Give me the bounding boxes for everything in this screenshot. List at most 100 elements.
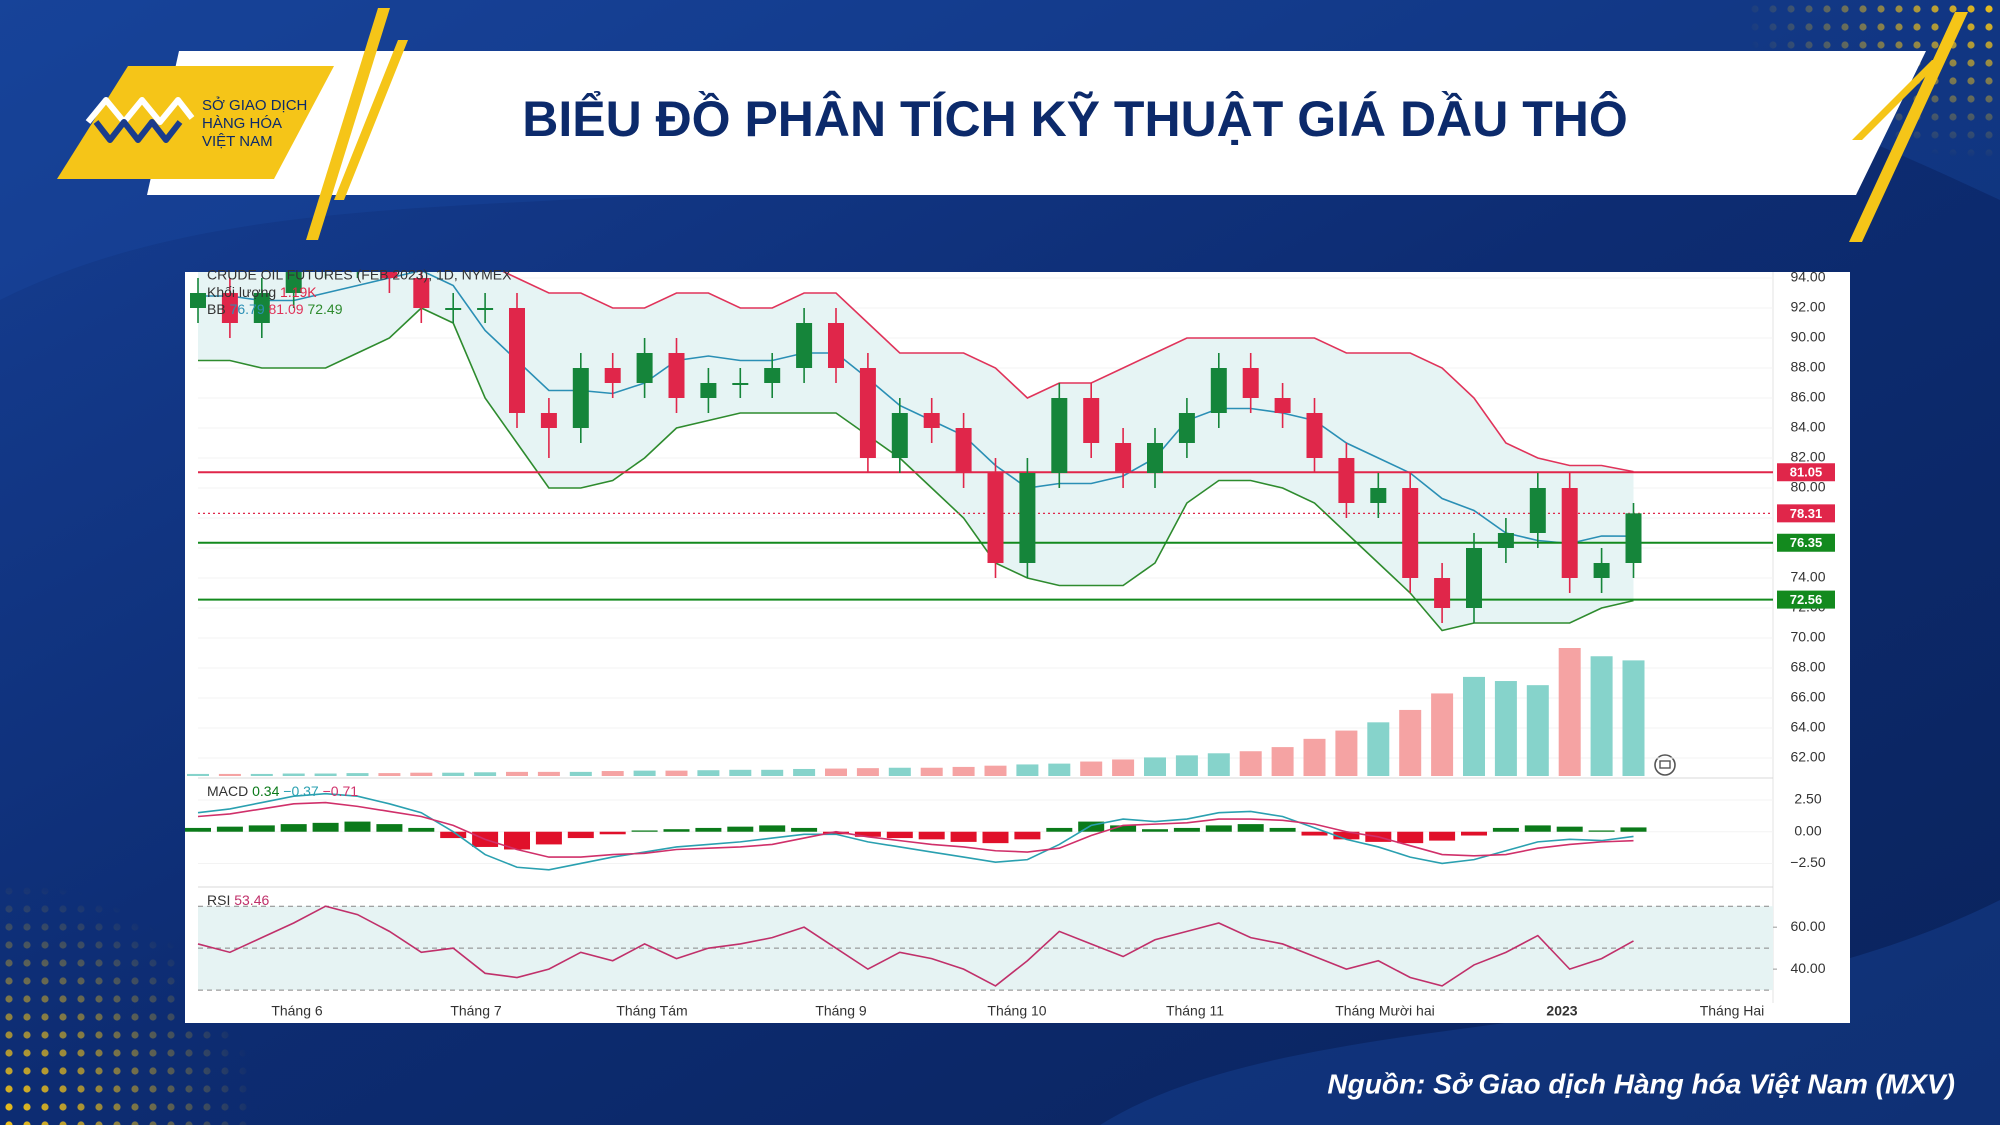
volume-bar: [506, 771, 528, 776]
macd-histogram-bar: [886, 831, 913, 839]
legend-rsi: RSI 53.46: [207, 892, 269, 908]
volume-bar: [187, 773, 209, 776]
level-label: 76.35: [1790, 535, 1823, 550]
macd-histogram-bar: [1461, 831, 1487, 836]
volume-bar: [1622, 660, 1645, 776]
clock-icon[interactable]: [1654, 754, 1676, 776]
macd-histogram-bar: [1556, 826, 1583, 832]
macd-histogram-bar: [1078, 821, 1105, 832]
candle-body: [891, 413, 908, 458]
candle-body: [859, 368, 876, 458]
candle-body: [764, 368, 781, 383]
y-tick-label: 86.00: [1790, 389, 1825, 405]
y-tick-label: 66.00: [1790, 689, 1825, 705]
level-label-box: [1777, 504, 1835, 523]
candle-body: [1147, 443, 1163, 473]
volume-bar: [633, 770, 656, 776]
volume-bar: [1558, 648, 1581, 776]
macd-histogram-bar: [312, 822, 339, 832]
legend-value: −0.37: [283, 783, 319, 799]
page-title: BIỂU ĐỒ PHÂN TÍCH KỸ THUẬT GIÁ DẦU THÔ: [522, 90, 1628, 147]
candle-body: [636, 353, 653, 383]
macd-histogram-bar: [535, 831, 562, 845]
candle-body: [668, 353, 685, 398]
macd-histogram-bar: [1492, 827, 1519, 832]
macd-histogram-bar: [185, 827, 211, 832]
volume-bar: [1590, 656, 1613, 776]
y-tick-label: 90.00: [1790, 329, 1825, 345]
candle-body: [381, 272, 398, 278]
candle-body: [1338, 458, 1355, 503]
macd-histogram-bar: [1110, 825, 1137, 832]
candle-body: [1497, 533, 1514, 548]
candle-body: [540, 413, 557, 428]
accent-stripe: [1852, 60, 1942, 140]
candle-body: [1115, 443, 1132, 473]
volume-bar: [856, 768, 879, 776]
candle-body: [1593, 563, 1610, 578]
volume-bar: [761, 769, 784, 776]
macd-histogram-bar: [1397, 831, 1424, 844]
legend-value: 1.19K: [280, 284, 317, 300]
background-swirl: [1100, 900, 2000, 1125]
macd-histogram-bar: [1301, 831, 1328, 836]
bollinger-band-fill: [198, 272, 1634, 631]
candle-body: [1561, 488, 1578, 578]
volume-bar: [1175, 755, 1198, 776]
volume-bar: [346, 773, 369, 776]
y-tick-label: 88.00: [1790, 359, 1825, 375]
candle-body: [1274, 398, 1291, 413]
logo-text: HÀNG HÓA: [202, 115, 282, 132]
x-tick-label: Tháng Hai: [1700, 1003, 1765, 1019]
macd-histogram-bar: [759, 825, 786, 832]
level-label-box: [1777, 533, 1835, 552]
volume-bar: [697, 770, 720, 776]
volume-bar: [1207, 753, 1230, 776]
volume-bar: [984, 765, 1007, 776]
candle-body: [477, 308, 494, 310]
indicator-panes: [185, 792, 1777, 991]
volume-bar: [665, 770, 688, 776]
macd-histogram-bar: [408, 827, 435, 832]
candle-body: [445, 308, 462, 310]
macd-histogram-bar: [1269, 827, 1296, 832]
macd-tick-label: 2.50: [1794, 791, 1821, 807]
volume-bar: [1463, 676, 1485, 776]
volume-bar: [1112, 759, 1135, 776]
macd-signal: [197, 801, 1634, 858]
volume-bar: [729, 769, 752, 776]
legend-value: 53.46: [234, 892, 269, 908]
macd-histogram-bar: [1142, 829, 1168, 832]
macd-histogram-bar: [1205, 825, 1232, 832]
macd-histogram-bar: [216, 826, 243, 832]
rsi-line: [197, 905, 1634, 987]
macd-line: [197, 792, 1634, 871]
y-tick-label: 92.00: [1790, 299, 1825, 315]
volume-bar: [1494, 681, 1517, 776]
candle-body: [796, 323, 813, 368]
macd-histogram-bar: [854, 831, 881, 837]
volume-bar: [1431, 693, 1454, 776]
rsi-tick-label: 40.00: [1790, 960, 1825, 976]
macd-histogram-bar: [1046, 827, 1073, 832]
volume-bar: [569, 771, 592, 776]
macd-histogram-bar: [1237, 824, 1264, 832]
candle-body: [700, 383, 717, 398]
level-label: 81.05: [1790, 465, 1823, 480]
macd-histogram-bar: [918, 831, 945, 840]
y-tick-label: 80.00: [1790, 479, 1825, 495]
volume-bar: [952, 766, 975, 776]
macd-histogram-bar: [982, 831, 1009, 844]
logo-icon: [85, 97, 195, 143]
logo-text: VIỆT NAM: [202, 133, 273, 150]
x-tick-label: Tháng Tám: [616, 1003, 687, 1019]
candle-body: [1210, 368, 1227, 413]
candle-body: [955, 428, 972, 473]
source-note: Nguồn: Sở Giao dịch Hàng hóa Việt Nam (M…: [1327, 1068, 1955, 1099]
legend-value: 0.34: [252, 783, 279, 799]
volume-bar: [442, 772, 465, 776]
x-tick-label: Tháng 9: [815, 1003, 867, 1019]
clock-icon[interactable]: [1659, 760, 1671, 769]
level-label-box: [1777, 590, 1835, 609]
candle-body: [923, 413, 940, 428]
